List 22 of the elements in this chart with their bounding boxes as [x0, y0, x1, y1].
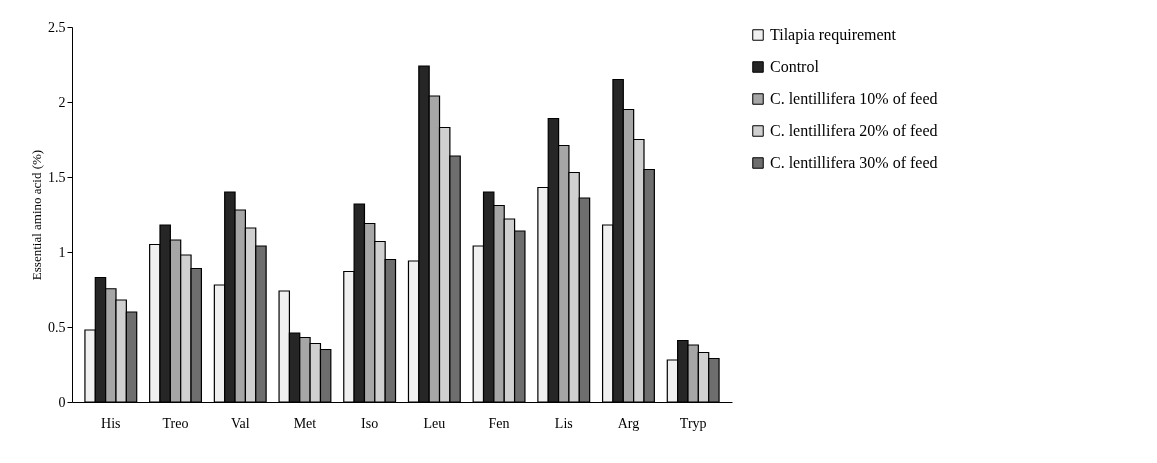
x-tick-label: Iso — [361, 415, 379, 431]
legend-label: C. lentillifera 30% of feed — [770, 154, 938, 171]
y-tick-label: 0.5 — [48, 319, 66, 335]
y-axis-title: Essential amino acid (%) — [29, 149, 44, 281]
y-tick-label: 0 — [58, 394, 66, 410]
x-tick-label: Met — [293, 415, 317, 431]
x-tick-label: Lis — [554, 415, 573, 431]
x-tick-label: Val — [230, 415, 250, 431]
x-tick-label: His — [101, 415, 121, 431]
legend-label: Control — [770, 58, 820, 75]
legend-label: Tilapia requirement — [770, 26, 897, 44]
x-tick-label: Fen — [488, 415, 510, 431]
y-tick-label: 1 — [58, 244, 66, 260]
x-tick-label: Leu — [423, 415, 446, 431]
x-tick-label: Tryp — [679, 415, 707, 431]
legend-label: C. lentillifera 20% of feed — [770, 122, 938, 139]
x-tick-label: Arg — [617, 415, 640, 431]
y-tick-label: 1.5 — [48, 169, 66, 185]
legend-label: C. lentillifera 10% of feed — [770, 90, 938, 107]
y-tick-label: 2.5 — [48, 19, 66, 35]
x-tick-label: Treo — [162, 415, 189, 431]
y-tick-label: 2 — [58, 94, 66, 110]
